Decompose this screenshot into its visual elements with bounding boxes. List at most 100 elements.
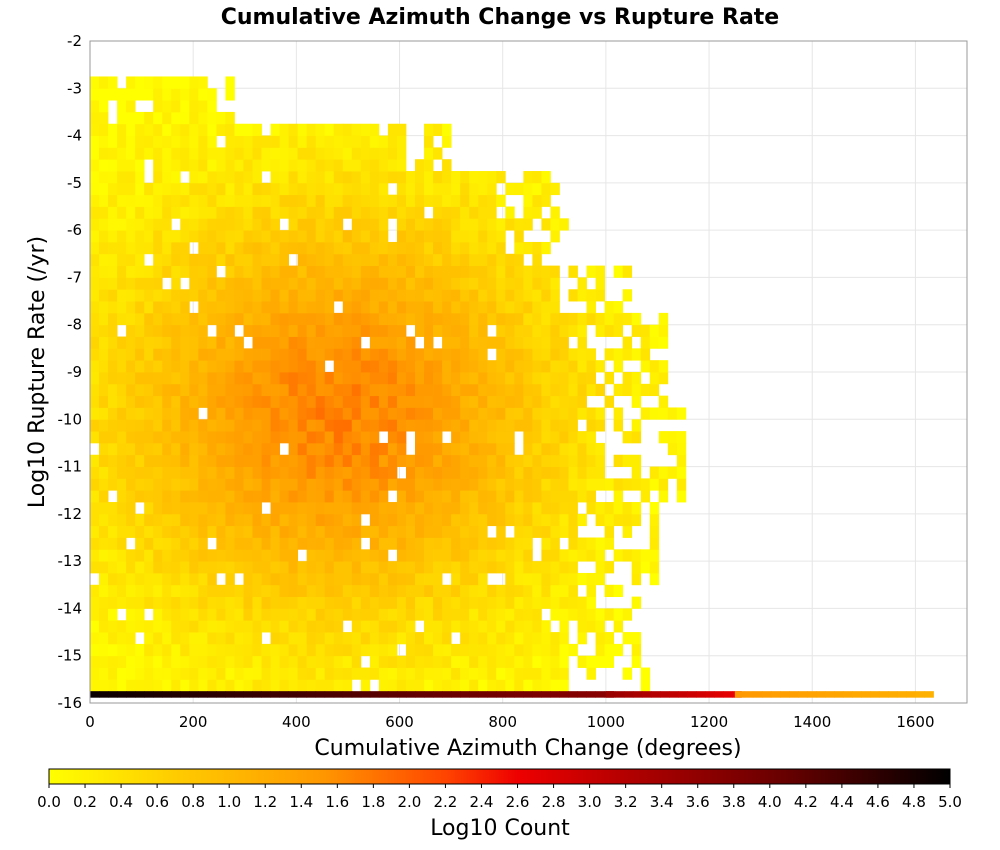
heatmap-cell <box>198 608 208 621</box>
heatmap-cell <box>442 301 452 314</box>
heatmap-cell <box>369 383 380 397</box>
heatmap-cell <box>415 478 425 491</box>
heatmap-cell <box>387 194 398 207</box>
heatmap-cell <box>306 277 317 290</box>
heatmap-cell <box>99 241 109 255</box>
heatmap-cell <box>586 502 596 515</box>
heatmap-cell <box>505 383 515 397</box>
heatmap-cell <box>541 667 551 680</box>
heatmap-cell <box>559 478 569 491</box>
heatmap-cell <box>333 372 344 385</box>
x-tick-label: 1000 <box>587 713 625 731</box>
heatmap-cell <box>207 312 217 326</box>
heatmap-cell <box>532 419 542 432</box>
heatmap-cell <box>396 301 407 314</box>
heatmap-cell <box>126 88 136 101</box>
heatmap-cell <box>595 537 605 550</box>
heatmap-cell <box>613 608 624 621</box>
heatmap-cell-bottom-row <box>861 691 871 698</box>
heatmap-cell <box>324 596 335 609</box>
heatmap-cell <box>162 289 172 302</box>
heatmap-cell <box>433 490 443 503</box>
heatmap-cell <box>351 431 362 444</box>
heatmap-cell <box>487 395 497 408</box>
heatmap-cell <box>153 360 163 373</box>
heatmap-cell <box>315 596 326 609</box>
heatmap-cell <box>469 478 479 491</box>
heatmap-cell <box>135 348 145 361</box>
heatmap-cell <box>676 490 687 503</box>
heatmap-cell <box>234 360 244 373</box>
heatmap-cell <box>333 419 344 432</box>
heatmap-cell <box>243 679 253 692</box>
heatmap-cell <box>469 360 479 373</box>
heatmap-cell <box>351 549 362 562</box>
heatmap-cell <box>523 312 533 326</box>
heatmap-cell <box>496 584 506 598</box>
heatmap-cell <box>315 549 326 562</box>
heatmap-cell <box>487 679 497 692</box>
heatmap-cell <box>117 230 127 243</box>
heatmap-cell <box>243 561 253 574</box>
heatmap-cell <box>306 301 317 314</box>
heatmap-cell <box>396 230 407 243</box>
heatmap-cell <box>90 667 100 680</box>
heatmap-cell <box>514 372 524 385</box>
heatmap-cell <box>99 466 109 479</box>
heatmap-cell <box>433 632 443 645</box>
heatmap-cell <box>469 549 479 562</box>
heatmap-cell <box>117 123 127 136</box>
heatmap-cell <box>496 431 506 444</box>
heatmap-cell <box>261 537 271 550</box>
heatmap-cell <box>315 277 326 290</box>
heatmap-cell <box>496 561 506 574</box>
heatmap-cell <box>369 525 380 538</box>
heatmap-cell <box>279 561 290 574</box>
heatmap-cell <box>568 513 578 527</box>
heatmap-cell <box>451 525 461 538</box>
heatmap-cell <box>189 502 199 515</box>
heatmap-cell <box>270 135 280 148</box>
heatmap-cell <box>378 667 389 680</box>
heatmap-cell <box>342 171 353 184</box>
heatmap-cell <box>144 265 154 278</box>
heatmap-cell-bottom-row <box>577 691 587 698</box>
heatmap-cell <box>424 289 434 302</box>
heatmap-cell-bottom-row <box>532 691 542 698</box>
heatmap-cell-bottom-row <box>469 691 479 698</box>
heatmap-cell <box>216 336 226 349</box>
heatmap-cell <box>207 289 217 302</box>
heatmap-cell <box>451 490 461 503</box>
heatmap-cell <box>99 194 109 207</box>
heatmap-cell <box>369 230 380 243</box>
heatmap-cell <box>378 466 389 479</box>
heatmap-cell <box>559 679 569 692</box>
heatmap-cell <box>297 667 308 680</box>
heatmap-cell <box>207 265 217 278</box>
heatmap-cell <box>550 206 560 219</box>
heatmap-cell <box>297 372 308 385</box>
heatmap-cell <box>333 442 344 456</box>
heatmap-cell <box>117 667 127 680</box>
heatmap-cell <box>396 419 407 432</box>
heatmap-cell <box>478 454 488 467</box>
heatmap-cell <box>225 466 235 479</box>
heatmap-cell <box>261 561 271 574</box>
heatmap-cell <box>324 561 335 574</box>
heatmap-cell <box>667 431 678 444</box>
heatmap-cell <box>342 679 353 692</box>
heatmap-cell <box>433 241 443 255</box>
heatmap-cell <box>369 513 380 527</box>
heatmap-cell <box>586 667 596 680</box>
heatmap-cell <box>225 643 235 657</box>
heatmap-cell <box>460 525 470 538</box>
heatmap-cell <box>126 679 136 692</box>
heatmap-cell <box>288 525 299 538</box>
heatmap-cell <box>297 159 308 172</box>
heatmap-cell <box>396 265 407 278</box>
heatmap-cell <box>405 667 416 680</box>
heatmap-cell <box>108 123 118 136</box>
heatmap-cell <box>108 147 118 160</box>
heatmap-cell <box>360 182 371 196</box>
heatmap-cell <box>198 100 208 113</box>
